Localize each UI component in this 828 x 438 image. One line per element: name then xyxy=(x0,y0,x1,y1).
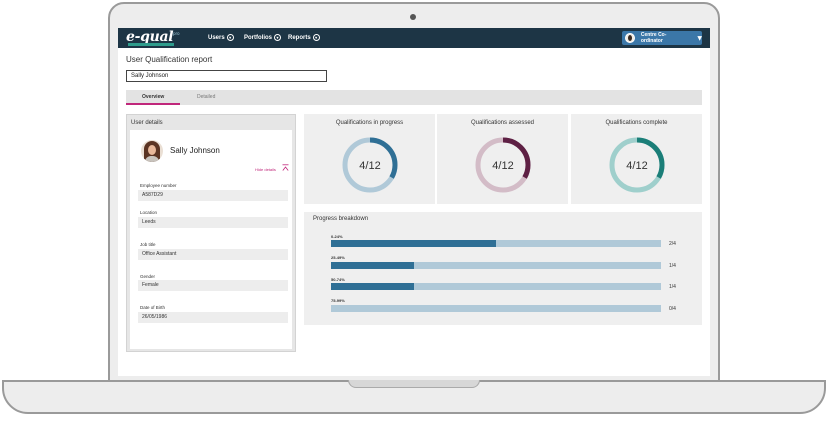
nav-reports-label: Reports xyxy=(288,34,311,41)
logo-pro-mark: pro xyxy=(173,31,180,36)
progress-row-label: 0-24% xyxy=(331,234,343,239)
donut-value-label: 4/12 xyxy=(626,160,647,172)
progress-row-count: 2/4 xyxy=(669,241,676,247)
user-avatar xyxy=(625,33,635,43)
user-menu-label: Centre Co-ordinator xyxy=(640,32,667,44)
user-details-heading: User details xyxy=(131,120,163,126)
progress-row-label: 50-74% xyxy=(331,277,345,282)
card-complete: Qualifications complete 4/12 xyxy=(571,114,702,204)
donut-value-label: 4/12 xyxy=(492,160,513,172)
user-search-input[interactable]: Sally Johnson xyxy=(126,70,327,82)
tab-overview[interactable]: Overview xyxy=(142,94,165,100)
nav-users[interactable]: Users ▾ xyxy=(208,34,234,41)
card-in-progress: Qualifications in progress 4/12 xyxy=(304,114,435,204)
user-menu-button[interactable]: Centre Co-ordinator ▼ xyxy=(622,31,702,45)
user-name: Sally Johnson xyxy=(170,146,220,155)
chevron-down-icon: ▾ xyxy=(312,34,320,41)
avatar xyxy=(141,140,163,162)
tab-detailed[interactable]: Detailed xyxy=(197,94,216,100)
employee-number-label: Employee number xyxy=(140,183,177,188)
job-title-label: Job title xyxy=(140,242,156,247)
employee-number-value: A587D29 xyxy=(138,190,288,201)
progress-row-count: 0/4 xyxy=(669,306,676,312)
active-tab-indicator xyxy=(126,103,180,105)
job-title-value: Office Assistant xyxy=(138,249,288,260)
chevron-down-icon: ▾ xyxy=(226,34,234,41)
progress-bar-track xyxy=(331,305,661,312)
donut-chart: 4/12 xyxy=(609,137,665,193)
nav-users-label: Users xyxy=(208,34,225,41)
progress-breakdown-title: Progress breakdown xyxy=(313,216,369,222)
location-value: Leeds xyxy=(138,217,288,228)
progress-bar-track xyxy=(331,240,661,247)
gender-label: Gender xyxy=(140,274,156,279)
top-nav-bar: e-qual pro Users ▾ Portfolios ▾ Reports … xyxy=(118,28,710,48)
gender-value: Female xyxy=(138,280,288,291)
progress-bar-track xyxy=(331,262,661,269)
donut-chart: 4/12 xyxy=(342,137,398,193)
location-label: Location xyxy=(140,210,158,215)
progress-row-count: 1/4 xyxy=(669,263,676,269)
date-of-birth-label: Date of Birth xyxy=(140,305,166,310)
user-details-panel: User details Sally Johnson Hide details … xyxy=(126,114,296,352)
app-screen: e-qual pro Users ▾ Portfolios ▾ Reports … xyxy=(118,28,710,376)
nav-portfolios[interactable]: Portfolios ▾ xyxy=(244,34,281,41)
progress-breakdown-panel: Progress breakdown 0-24% 2/4 25-49% 1/4 … xyxy=(304,212,702,325)
equal-logo[interactable]: e-qual xyxy=(126,29,174,45)
donut-chart: 4/12 xyxy=(475,137,531,193)
laptop-base-notch xyxy=(348,380,480,388)
progress-bar-fill xyxy=(331,283,414,290)
progress-bar-fill xyxy=(331,240,496,247)
page-title: User Qualification report xyxy=(126,55,213,64)
progress-row-count: 1/4 xyxy=(669,284,676,290)
laptop-camera xyxy=(410,14,416,20)
chevron-down-icon: ▾ xyxy=(274,34,281,41)
user-details-card: Sally Johnson Hide details Employee numb… xyxy=(130,130,292,349)
nav-portfolios-label: Portfolios xyxy=(244,34,272,41)
card-title: Qualifications in progress xyxy=(335,120,404,126)
collapse-up-icon[interactable] xyxy=(282,164,289,172)
logo-underline xyxy=(128,43,174,46)
tab-bar: Overview Detailed xyxy=(126,90,702,105)
progress-bar-fill xyxy=(331,262,414,269)
date-of-birth-value: 26/05/1986 xyxy=(138,312,288,323)
card-assessed: Qualifications assessed 4/12 xyxy=(437,114,568,204)
hide-details-link[interactable]: Hide details xyxy=(255,167,276,172)
progress-row-label: 75-99% xyxy=(331,298,345,303)
donut-progress-arc xyxy=(475,137,531,193)
donut-value-label: 4/12 xyxy=(359,160,380,172)
donut-progress-arc xyxy=(342,137,398,193)
card-title: Qualifications complete xyxy=(605,120,668,126)
progress-row-label: 25-49% xyxy=(331,255,345,260)
card-title: Qualifications assessed xyxy=(470,120,535,126)
caret-down-icon: ▼ xyxy=(697,34,702,42)
nav-reports[interactable]: Reports ▾ xyxy=(288,34,320,41)
progress-bar-track xyxy=(331,283,661,290)
donut-progress-arc xyxy=(609,137,665,193)
